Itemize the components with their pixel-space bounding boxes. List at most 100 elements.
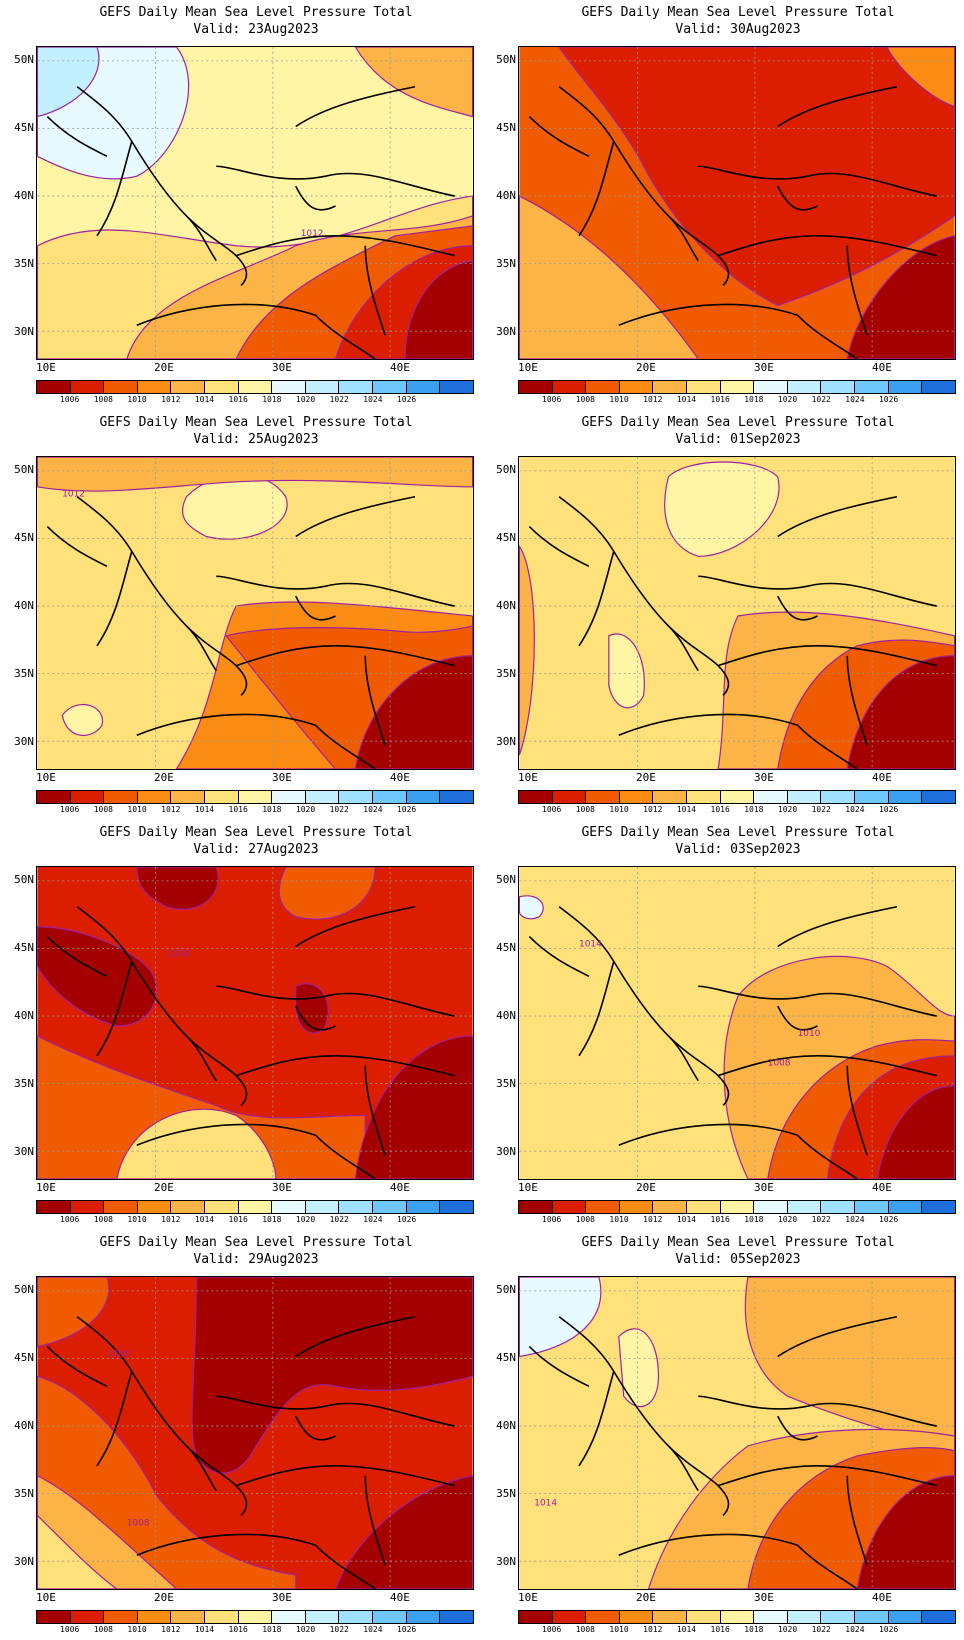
colorbar-label: 1024 — [363, 395, 383, 404]
panel-title: GEFS Daily Mean Sea Level Pressure Total — [99, 5, 413, 20]
lat-label: 40N — [496, 599, 516, 612]
colorbar-label: 1010 — [609, 1625, 629, 1634]
colorbar-swatch — [519, 1611, 553, 1623]
colorbar-label: 1016 — [228, 1625, 248, 1634]
pressure-map: 1008 1008 — [36, 1276, 474, 1590]
panel-valid-date: Valid: 29Aug2023 — [193, 1252, 319, 1267]
pressure-map: 1012 — [36, 456, 474, 770]
pressure-field-svg — [519, 47, 955, 359]
colorbar — [518, 1200, 956, 1214]
colorbar-label: 1006 — [60, 1215, 80, 1224]
colorbar-label: 1018 — [744, 1625, 764, 1634]
colorbar-swatch — [586, 381, 620, 393]
colorbar-swatch — [406, 791, 441, 803]
pressure-contour-region — [37, 47, 100, 118]
colorbar-swatch — [137, 791, 172, 803]
lat-label: 50N — [496, 53, 516, 66]
lon-label: 30E — [272, 361, 292, 374]
lat-label: 35N — [496, 257, 516, 270]
colorbar-label: 1006 — [60, 1625, 80, 1634]
coastline-borders — [46, 1315, 455, 1589]
lon-label: 10E — [36, 1591, 56, 1604]
colorbar-swatch — [855, 1201, 889, 1213]
lon-label: 20E — [636, 361, 656, 374]
colorbar-swatch — [440, 791, 473, 803]
colorbar-label: 1018 — [744, 805, 764, 814]
lat-label: 35N — [14, 1077, 34, 1090]
pressure-contour-region — [519, 544, 535, 756]
colorbar-label: 1020 — [777, 1625, 798, 1634]
lon-label: 30E — [272, 771, 292, 784]
colorbar-swatch — [519, 791, 553, 803]
pressure-contour-region — [404, 259, 473, 359]
pressure-contour-region — [664, 461, 780, 557]
lon-label: 10E — [518, 1181, 538, 1194]
lat-label: 45N — [496, 121, 516, 134]
colorbar-label: 1012 — [643, 805, 663, 814]
colorbar-swatch — [720, 1611, 755, 1623]
coastline-borders — [46, 85, 455, 359]
pressure-contour-region — [116, 1108, 277, 1179]
colorbar-swatch — [787, 1201, 822, 1213]
pressure-map — [518, 46, 956, 360]
lat-label: 40N — [496, 1419, 516, 1432]
colorbar-swatch — [821, 381, 856, 393]
colorbar-swatch — [855, 791, 889, 803]
colorbar-label: 1012 — [643, 1215, 663, 1224]
lat-label: 35N — [496, 1487, 516, 1500]
colorbar-label: 1012 — [643, 395, 663, 404]
colorbar-swatch — [754, 1611, 788, 1623]
pressure-field-svg: 1014 1010 1008 — [519, 867, 955, 1179]
lat-label: 50N — [496, 873, 516, 886]
colorbar-label: 1014 — [676, 1625, 697, 1634]
lon-label: 10E — [518, 361, 538, 374]
colorbar-label: 1026 — [878, 1625, 899, 1634]
colorbar-swatch — [754, 791, 788, 803]
colorbar-label: 1018 — [262, 1625, 282, 1634]
colorbar-swatch — [339, 1611, 374, 1623]
contour-label: 1014 — [534, 1499, 557, 1509]
pressure-contour-region — [334, 1475, 473, 1589]
colorbar-swatch — [339, 1201, 374, 1213]
contour-label: 1012 — [62, 490, 85, 500]
pressure-map: 1008 — [36, 866, 474, 1180]
colorbar-label: 1006 — [542, 1625, 562, 1634]
lat-label: 50N — [14, 53, 34, 66]
colorbar-swatch — [171, 1201, 206, 1213]
map-panel: GEFS Daily Mean Sea Level Pressure Total… — [0, 0, 482, 410]
pressure-contour-region — [519, 895, 544, 920]
lat-label: 30N — [14, 1145, 34, 1158]
colorbar-swatch — [653, 1201, 688, 1213]
colorbar-swatch — [922, 791, 955, 803]
colorbar-label: 1026 — [878, 805, 899, 814]
pressure-contour-region — [354, 1035, 473, 1179]
colorbar-swatch — [305, 381, 340, 393]
lat-label: 45N — [14, 941, 34, 954]
colorbar-swatch — [586, 1201, 620, 1213]
colorbar-label: 1006 — [542, 805, 562, 814]
lat-label: 35N — [496, 1077, 516, 1090]
colorbar-swatch — [440, 381, 473, 393]
colorbar-swatch — [37, 1611, 71, 1623]
colorbar-swatch — [586, 791, 620, 803]
colorbar-label: 1024 — [363, 1625, 383, 1634]
lat-label: 45N — [14, 531, 34, 544]
pressure-contour-region — [846, 235, 955, 359]
colorbar-label: 1024 — [845, 1625, 865, 1634]
colorbar-label: 1012 — [161, 805, 181, 814]
colorbar-swatch — [205, 1201, 239, 1213]
colorbar-label: 1026 — [396, 395, 417, 404]
pressure-contour-region — [886, 47, 955, 108]
colorbar-label: 1024 — [363, 1215, 383, 1224]
colorbar-swatch — [373, 1611, 407, 1623]
lon-label: 20E — [636, 1591, 656, 1604]
colorbar-swatch — [70, 791, 105, 803]
contour-label: 1008 — [768, 1059, 791, 1069]
colorbar-swatch — [171, 791, 206, 803]
panel-title: GEFS Daily Mean Sea Level Pressure Total — [581, 1235, 895, 1250]
colorbar-swatch — [440, 1611, 473, 1623]
coastline-borders — [46, 495, 455, 769]
colorbar-label: 1020 — [777, 395, 798, 404]
colorbar — [518, 790, 956, 804]
colorbar-swatch — [238, 791, 273, 803]
